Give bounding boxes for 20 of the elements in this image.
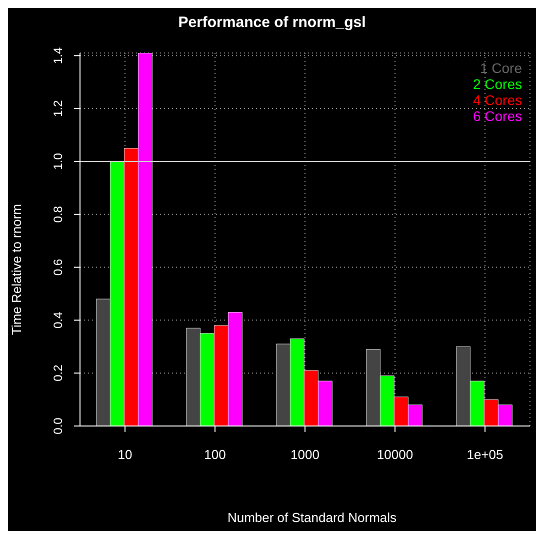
y-tick-label: 1.2 xyxy=(51,100,65,117)
text: 1 Core xyxy=(478,60,522,76)
y-tick-label: 0.0 xyxy=(51,417,65,434)
x-tick-label: 10000 xyxy=(376,447,414,462)
y-tick-label: 0.6 xyxy=(51,258,65,276)
y-tick-label: 1.0 xyxy=(51,152,65,170)
y-axis-title: Time Relative to rnorm xyxy=(8,204,24,335)
y-tick-label: 0.2 xyxy=(51,364,65,382)
y-tick-label: 1.4 xyxy=(51,46,65,64)
text: 6 Cores xyxy=(472,108,522,124)
y-tick-label: 0.4 xyxy=(51,312,65,329)
text: 2 Cores xyxy=(472,76,522,92)
y-tick-label: 0.8 xyxy=(51,206,65,223)
x-axis-title: Number of Standard Normals xyxy=(226,510,398,525)
x-tick-label: 10 xyxy=(118,447,132,462)
x-tick-label: 1e+05 xyxy=(466,447,504,462)
text: 4 Cores xyxy=(472,92,522,108)
chart-title: Performance of rnorm_gsl xyxy=(177,14,367,31)
x-tick-label: 100 xyxy=(204,447,226,462)
x-tick-label: 1000 xyxy=(290,447,320,462)
